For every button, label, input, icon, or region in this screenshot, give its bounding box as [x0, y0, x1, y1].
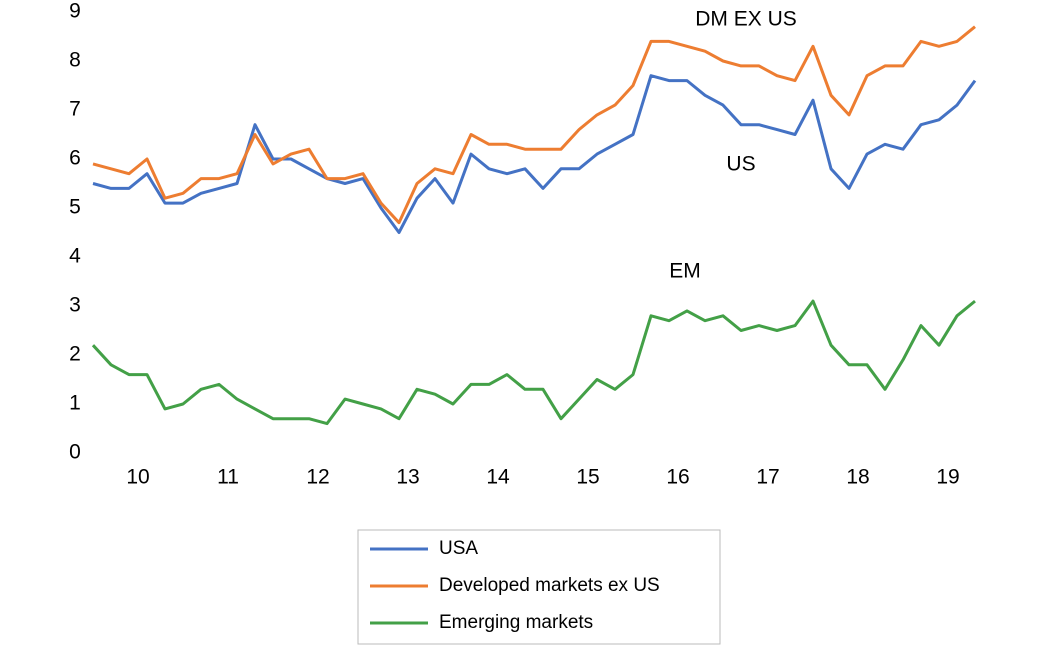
- series-line: [91, 299, 976, 426]
- y-tick-label: 5: [69, 196, 81, 219]
- x-tick-label: 14: [486, 466, 510, 489]
- legend-label: Developed markets ex US: [439, 575, 660, 596]
- x-tick-label: 17: [756, 466, 779, 489]
- x-tick-label: 18: [846, 466, 869, 489]
- legend-box: [357, 529, 721, 645]
- y-tick-label: 9: [69, 0, 81, 23]
- y-tick-label: 6: [69, 147, 81, 170]
- series-line: [92, 25, 976, 225]
- x-tick-label: 11: [217, 466, 239, 489]
- y-tick-label: 8: [69, 49, 81, 72]
- annotation: US: [726, 153, 755, 176]
- x-tick-label: 15: [576, 466, 599, 489]
- y-tick-label: 0: [69, 441, 81, 464]
- x-tick-label: 13: [396, 466, 419, 489]
- y-tick-label: 4: [69, 245, 81, 268]
- x-tick-label: 10: [126, 466, 149, 489]
- x-tick-label: 12: [306, 466, 329, 489]
- y-tick-label: 7: [69, 98, 81, 121]
- annotation: EM: [669, 260, 701, 283]
- legend-label: USA: [439, 538, 478, 559]
- x-tick-label: 16: [666, 466, 689, 489]
- y-tick-label: 3: [69, 294, 81, 317]
- y-tick-label: 2: [69, 343, 81, 366]
- y-tick-label: 1: [69, 392, 81, 415]
- legend-label: Emerging markets: [439, 612, 593, 633]
- x-tick-label: 19: [936, 466, 959, 489]
- annotation: DM EX US: [695, 8, 797, 31]
- series-line: [92, 74, 977, 234]
